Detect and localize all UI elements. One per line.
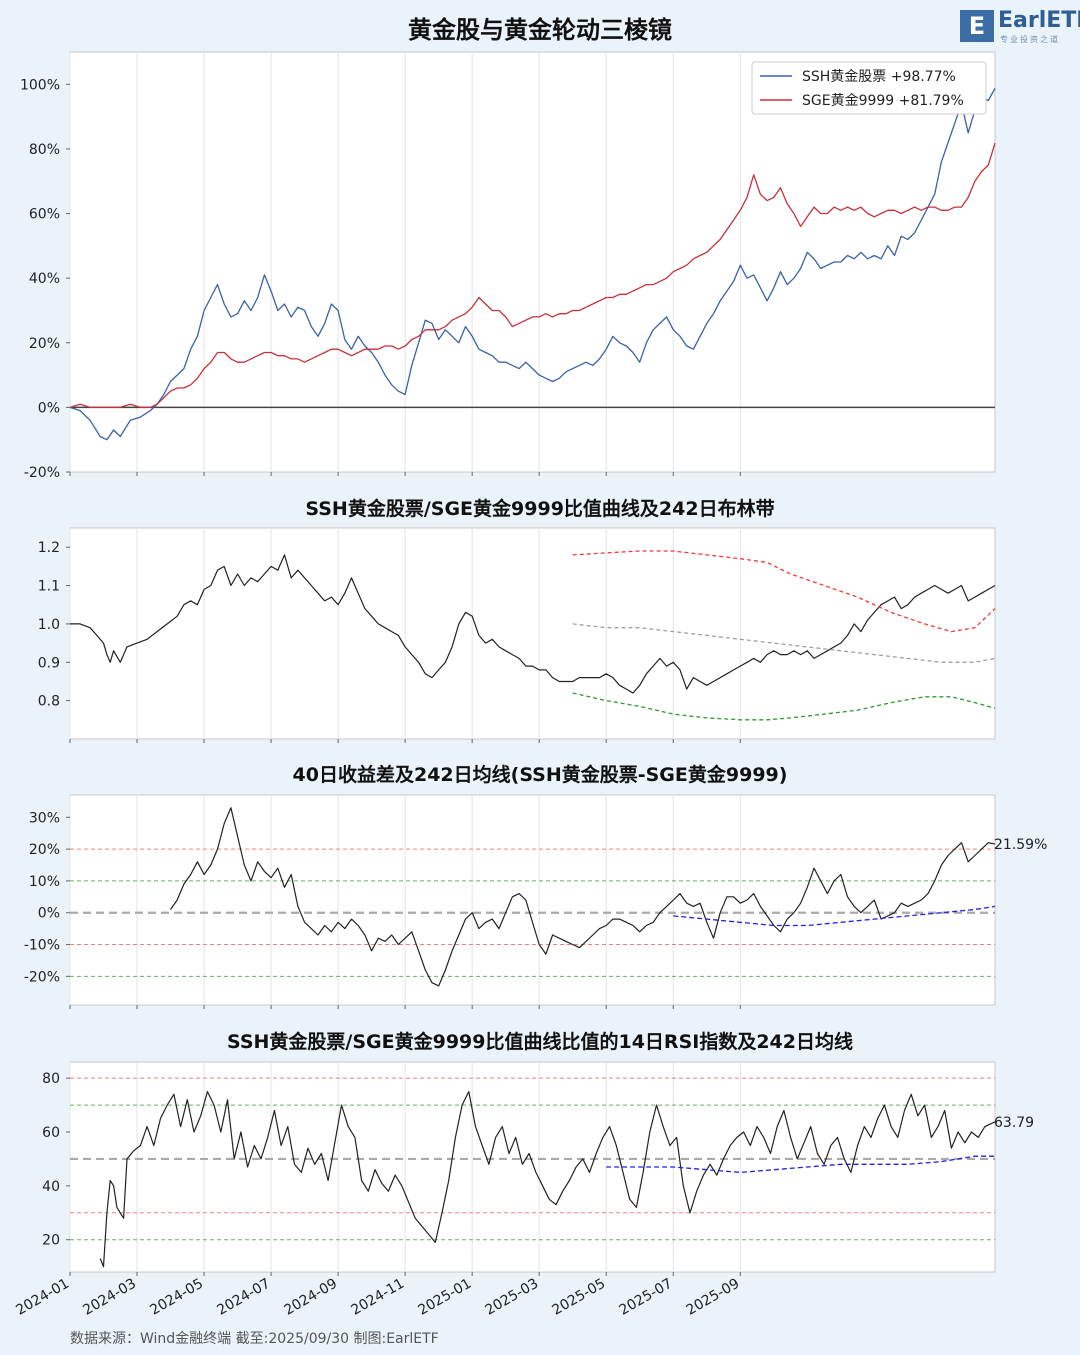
- logo-tagline: 专业投资之道: [1000, 35, 1060, 44]
- plot-area: [69, 1061, 996, 1273]
- x-tick-label: 2024-07: [214, 1276, 273, 1319]
- panel-rsi: 20 40 60 80 63.79: [42, 1061, 1034, 1276]
- y-tick-label: 1.0: [38, 617, 60, 633]
- x-tick-label: 2024-05: [147, 1276, 206, 1319]
- series-line-rsi: [99, 1091, 996, 1268]
- series-line-lower: [572, 692, 996, 721]
- x-tick-label: 2024-03: [80, 1276, 139, 1319]
- y-tick-label: 10%: [29, 874, 60, 890]
- y-tick-label: 80: [42, 1071, 60, 1087]
- panel-ratio: 0.8 0.9 1.0 1.1 1.2: [38, 527, 996, 743]
- x-tick-label: 2025-09: [684, 1276, 743, 1319]
- y-tick-label: 0.8: [38, 694, 60, 710]
- page-title: 黄金股与黄金轮动三棱镜: [408, 16, 672, 44]
- y-tick-label: 1.2: [38, 540, 60, 556]
- y-tick-label: 30%: [29, 810, 60, 826]
- panel-title-ratio: SSH黄金股票/SGE黄金9999比值曲线及242日布林带: [305, 498, 775, 520]
- y-tick-label: 0%: [38, 906, 60, 922]
- legend-entry: SSH黄金股票 +98.77%: [802, 68, 956, 85]
- last-value-label: 63.79: [994, 1115, 1034, 1131]
- series-line-diff: [170, 807, 996, 987]
- plot-area: [69, 527, 996, 740]
- y-tick-label: 0.9: [38, 655, 60, 671]
- x-tick-label: 2024-01: [13, 1276, 72, 1319]
- panel-title-diff40: 40日收益差及242日均线(SSH黄金股票-SGE黄金9999): [292, 764, 788, 786]
- series-line-SGE黄金9999: [69, 142, 996, 409]
- logo-brand: EarlETF: [998, 8, 1080, 33]
- y-tick-label: 80%: [29, 142, 60, 158]
- x-tick-label: 2025-03: [483, 1276, 542, 1319]
- y-tick-label: -20%: [24, 969, 60, 985]
- x-tick-label: 2024-09: [281, 1276, 340, 1319]
- legend-box: [751, 61, 987, 115]
- series-line-upper: [572, 550, 996, 633]
- y-tick-label: 60%: [29, 207, 60, 223]
- last-value-label: 21.59%: [994, 837, 1047, 853]
- panel-diff40: -20% -10% 0% 10% 20% 30% 21.59%: [24, 794, 1047, 1009]
- plot-area: [69, 51, 996, 473]
- y-tick-label: -20%: [24, 465, 60, 481]
- y-tick-label: 20%: [29, 336, 60, 352]
- series-line-ma242: [606, 1155, 995, 1174]
- x-tick-label: 2025-01: [416, 1276, 475, 1319]
- y-tick-label: 0%: [38, 400, 60, 416]
- series-line-ratio: [70, 554, 996, 694]
- series-line-SSH黄金股票: [69, 87, 996, 441]
- x-tick-label: 2025-05: [550, 1276, 609, 1319]
- legend-entry: SGE黄金9999 +81.79%: [802, 92, 964, 109]
- series-line-ma242: [673, 905, 996, 927]
- y-tick-label: 40%: [29, 271, 60, 287]
- panel-cumulative: -20% 0% 20% 40% 60% 80% 100% SSH黄金股票 +98.77% SGE…: [20, 51, 996, 481]
- y-tick-label: 20: [42, 1233, 60, 1249]
- source-note: 数据来源：Wind金融终端 截至:2025/09/30 制图:EarlETF: [70, 1331, 439, 1347]
- y-tick-label: 100%: [20, 77, 60, 93]
- logo-mark: E: [960, 10, 994, 42]
- x-tick-label: 2025-07: [617, 1276, 676, 1319]
- y-tick-label: -10%: [24, 938, 60, 954]
- earletf-logo: E EarlETF 专业投资之道: [960, 8, 1080, 44]
- y-tick-label: 1.1: [38, 579, 60, 595]
- x-tick-label: 2024-11: [348, 1276, 407, 1319]
- plot-area: [69, 794, 996, 1006]
- y-tick-label: 60: [42, 1125, 60, 1141]
- y-tick-label: 40: [42, 1179, 60, 1195]
- series-line-middle: [572, 623, 996, 663]
- panel-title-rsi: SSH黄金股票/SGE黄金9999比值曲线比值的14日RSI指数及242日均线: [227, 1031, 853, 1053]
- y-tick-label: 20%: [29, 842, 60, 858]
